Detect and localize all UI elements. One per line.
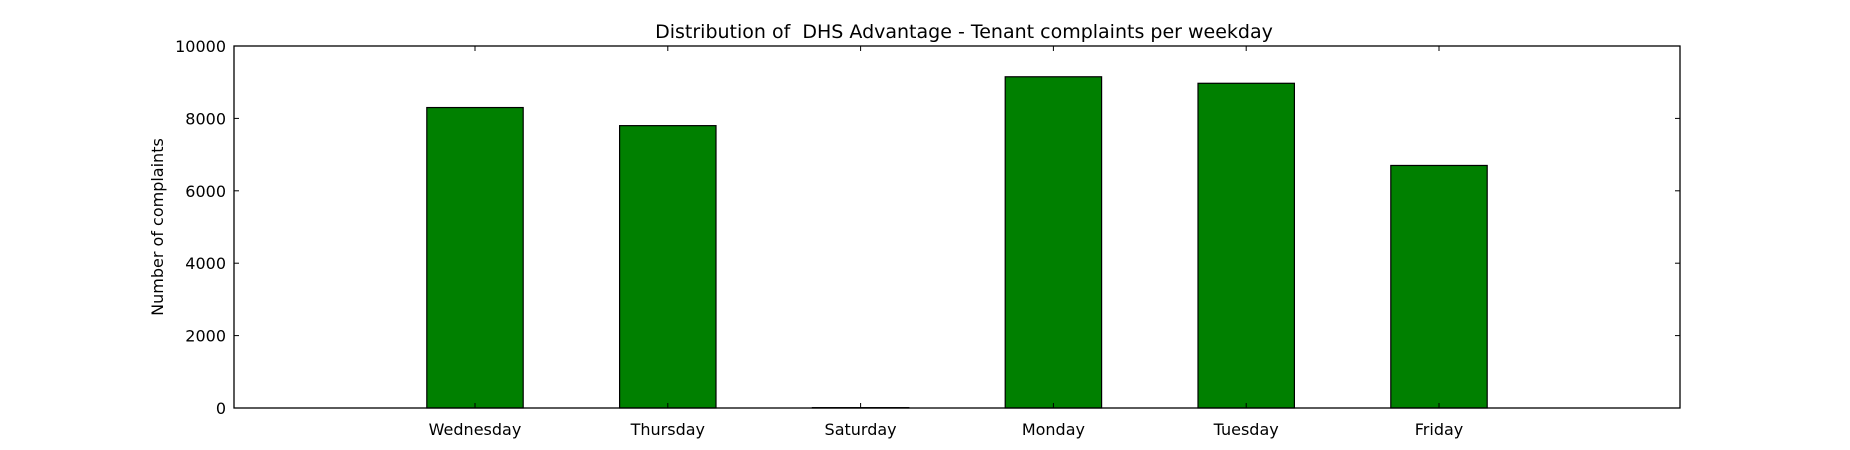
chart-title: Distribution of DHS Advantage - Tenant c…: [655, 21, 1273, 43]
bar-monday: [1004, 76, 1103, 409]
y-tick-label-10000: 10000: [175, 37, 226, 56]
x-ticks-group: Wednesday Thursday Saturday Monday Tuesday Fr…: [429, 46, 1464, 439]
y-axis-label: Number of complaints: [148, 138, 167, 316]
x-tick-label-friday: Friday: [1415, 420, 1464, 439]
y-tick-label-2000: 2000: [185, 327, 226, 346]
x-tick-label-saturday: Saturday: [825, 420, 897, 439]
bar-wednesday: [426, 106, 524, 409]
bar-friday: [1390, 164, 1488, 409]
y-tick-label-8000: 8000: [185, 109, 226, 128]
bars-group: [426, 76, 1488, 409]
y-tick-label-6000: 6000: [185, 182, 226, 201]
bar-thursday: [618, 125, 717, 409]
x-tick-label-thursday: Thursday: [630, 420, 705, 439]
y-tick-label-4000: 4000: [185, 254, 226, 273]
y-tick-label-0: 0: [216, 399, 226, 418]
x-tick-label-wednesday: Wednesday: [429, 420, 522, 439]
plot-frame: [233, 45, 1681, 409]
y-ticks-group: 0 2000 4000 6000 8000 10000: [175, 37, 1680, 418]
bar-tuesday: [1197, 82, 1296, 409]
x-tick-label-monday: Monday: [1022, 420, 1085, 439]
x-tick-label-tuesday: Tuesday: [1213, 420, 1279, 439]
